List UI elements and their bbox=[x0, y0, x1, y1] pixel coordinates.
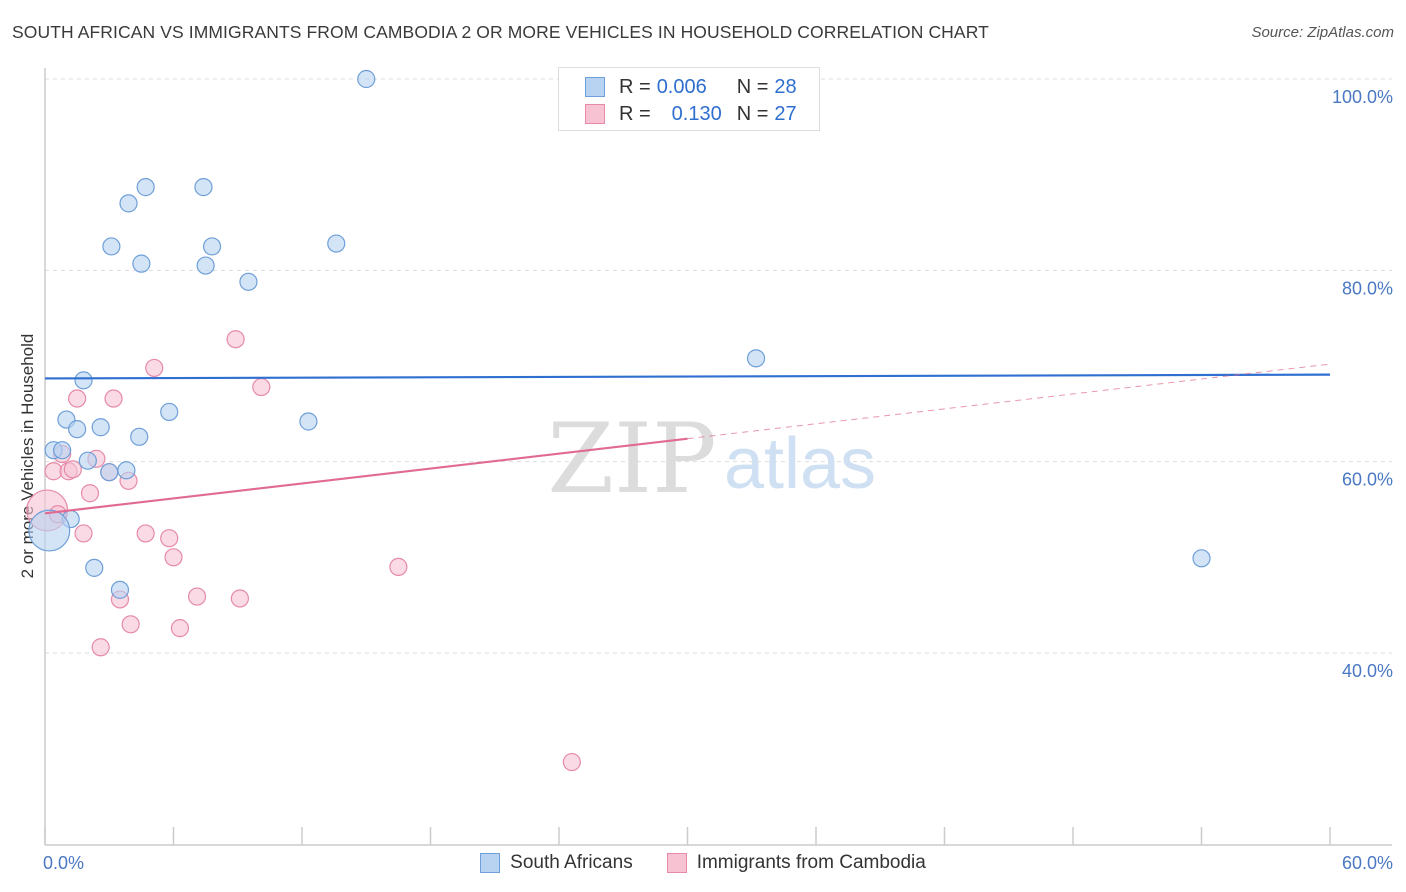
cambodia-trend-line bbox=[44, 437, 688, 515]
cambodia-points bbox=[26, 330, 581, 772]
south-african-point bbox=[357, 69, 376, 89]
south-african-point bbox=[194, 178, 213, 197]
y-tick-label: 100.0% bbox=[1332, 87, 1393, 107]
tick-labels: 40.0% 60.0% 80.0% 100.0% 0.0% 60.0% bbox=[43, 87, 1393, 873]
legend-r-label: R = bbox=[619, 102, 651, 125]
cambodia-point bbox=[164, 548, 183, 567]
south-african-point bbox=[130, 427, 149, 446]
south-african-point bbox=[91, 418, 110, 437]
south-african-point bbox=[202, 237, 222, 256]
south-african-point bbox=[136, 178, 155, 197]
legend-row-cambodia: R = 0.130 N = 27 bbox=[585, 102, 797, 126]
cambodia-point bbox=[252, 377, 271, 397]
legend-swatch-pink bbox=[585, 104, 605, 124]
legend-label-south-africans: South Africans bbox=[510, 852, 633, 873]
legend-swatch-pink bbox=[666, 853, 687, 873]
legend-swatch-blue bbox=[480, 853, 501, 873]
legend-n-value: 28 bbox=[774, 75, 797, 98]
cambodia-point bbox=[562, 752, 581, 772]
y-tick-label: 40.0% bbox=[1342, 661, 1393, 681]
watermark-atlas: atlas bbox=[724, 424, 876, 504]
cambodia-point bbox=[136, 524, 155, 543]
watermark-zip: ZIP bbox=[547, 403, 716, 515]
south-african-point bbox=[746, 349, 766, 368]
south-african-point bbox=[1192, 549, 1211, 568]
south-african-point bbox=[53, 441, 72, 460]
series-legend: South Africans Immigrants from Cambodia bbox=[0, 852, 1406, 874]
legend-r-value: 0.006 bbox=[656, 75, 707, 98]
south-african-point bbox=[110, 580, 130, 599]
south-african-point bbox=[160, 402, 179, 422]
legend-n-value: 27 bbox=[774, 102, 797, 125]
y-tick-label: 60.0% bbox=[1342, 470, 1393, 490]
cambodia-point bbox=[68, 389, 87, 408]
south-african-point bbox=[196, 256, 215, 275]
legend-r-value: 0.130 bbox=[671, 102, 722, 125]
cambodia-point bbox=[230, 589, 249, 608]
cambodia-trend-extension bbox=[687, 363, 1331, 440]
south-african-point bbox=[327, 234, 346, 253]
cambodia-point bbox=[104, 389, 123, 408]
south-african-trend-line bbox=[44, 373, 1331, 380]
south-african-point bbox=[74, 371, 93, 390]
south-african-point bbox=[117, 461, 136, 480]
south-african-point bbox=[119, 194, 138, 213]
cambodia-point bbox=[74, 524, 93, 543]
legend-swatch-blue bbox=[585, 77, 605, 97]
south-african-point bbox=[299, 412, 318, 431]
x-tick-label: 60.0% bbox=[1342, 853, 1393, 873]
cambodia-point bbox=[160, 529, 179, 548]
watermark: ZIP atlas bbox=[547, 403, 876, 515]
cambodia-point bbox=[145, 358, 164, 378]
legend-label-cambodia: Immigrants from Cambodia bbox=[696, 852, 926, 873]
cambodia-point bbox=[80, 484, 100, 503]
x-tick-label: 0.0% bbox=[43, 853, 84, 873]
legend-item-south-africans: South Africans bbox=[480, 852, 633, 874]
cambodia-point bbox=[91, 638, 110, 657]
south-african-point bbox=[78, 451, 97, 470]
south-african-point bbox=[102, 237, 121, 256]
cambodia-point bbox=[226, 330, 245, 349]
south-african-point bbox=[132, 254, 151, 273]
south-african-point bbox=[239, 272, 258, 291]
south-african-point bbox=[100, 463, 119, 482]
source-label: Source: ZipAtlas.com bbox=[1251, 24, 1394, 41]
south-african-point bbox=[85, 558, 104, 577]
south-african-point bbox=[68, 420, 87, 439]
cambodia-point bbox=[63, 460, 82, 479]
y-tick-label: 80.0% bbox=[1342, 278, 1393, 298]
legend-item-cambodia: Immigrants from Cambodia bbox=[666, 852, 926, 874]
south-african-points bbox=[28, 69, 1211, 599]
legend-row-south-africans: R = 0.006 N = 28 bbox=[585, 75, 797, 99]
chart-title: SOUTH AFRICAN VS IMMIGRANTS FROM CAMBODI… bbox=[12, 22, 989, 42]
correlation-legend: R = 0.006 N = 28 R = 0.130 N = 27 bbox=[558, 67, 820, 131]
cambodia-point bbox=[187, 587, 207, 606]
cambodia-point bbox=[121, 615, 140, 634]
axes bbox=[44, 68, 1392, 846]
cambodia-point bbox=[170, 619, 190, 638]
south-african-point bbox=[28, 509, 71, 552]
gridlines bbox=[45, 78, 1392, 654]
legend-n-label: N = bbox=[736, 75, 769, 98]
cambodia-point bbox=[389, 557, 408, 577]
legend-r-label: R = bbox=[619, 75, 651, 98]
trend-lines bbox=[44, 363, 1331, 515]
legend-n-label: N = bbox=[736, 102, 769, 125]
